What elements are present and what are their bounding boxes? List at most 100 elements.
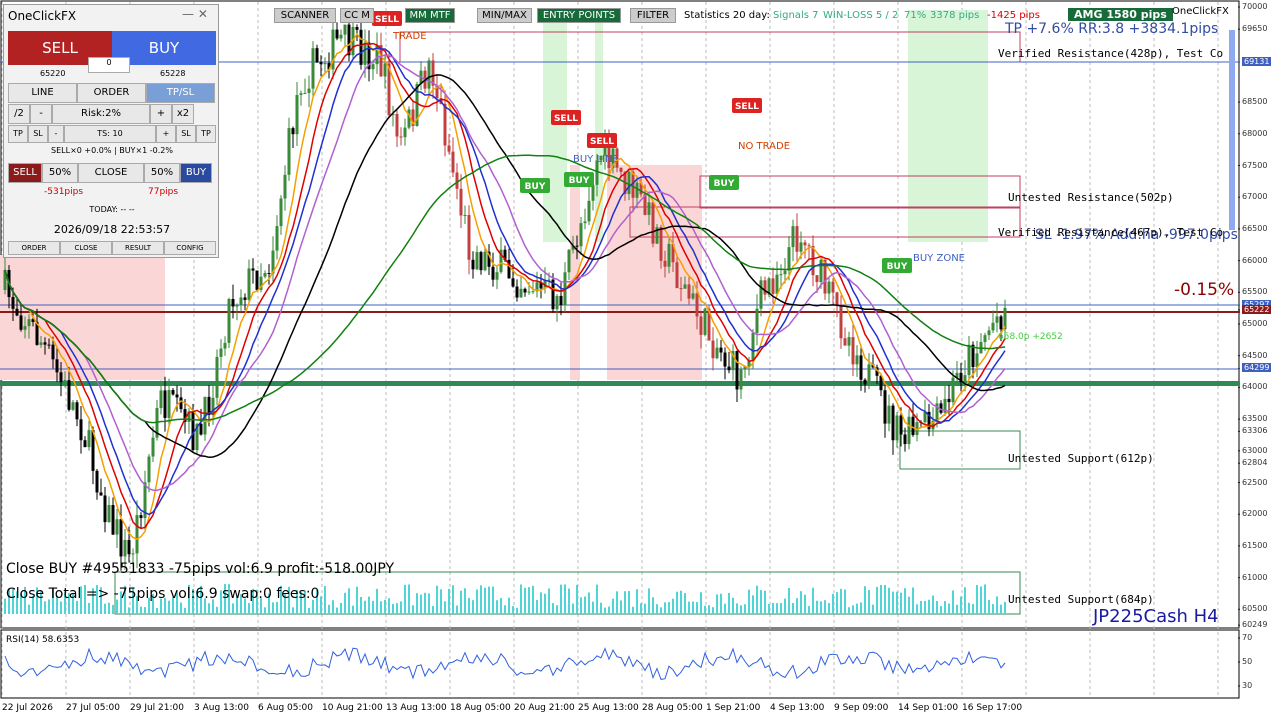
candle	[575, 245, 579, 247]
toolbar-button[interactable]: SCANNER	[274, 8, 336, 23]
support-band	[0, 381, 1240, 386]
buy-button[interactable]: BUY	[112, 31, 216, 65]
candle	[611, 148, 615, 168]
candle	[503, 249, 507, 260]
volume-bar	[748, 589, 750, 614]
candle	[527, 291, 531, 293]
ts-btn[interactable]: TP	[8, 125, 28, 143]
candle	[767, 278, 771, 295]
close-btn[interactable]: 50%	[144, 163, 180, 183]
volume-bar	[376, 588, 378, 614]
candle	[995, 316, 999, 323]
volume-bar	[972, 603, 974, 614]
volume-bar	[968, 602, 970, 614]
volume-bar	[524, 587, 526, 614]
volume-bar	[628, 590, 630, 614]
ts-btn[interactable]: TP	[196, 125, 216, 143]
price-tick-label: 60249	[1242, 620, 1268, 630]
tab[interactable]: LINE	[8, 83, 77, 103]
price-tick-label: 63306	[1242, 426, 1268, 436]
volume-bar	[1004, 601, 1006, 614]
candle	[739, 369, 743, 390]
candle	[895, 415, 899, 441]
toolbar-button[interactable]: CC M	[340, 8, 374, 23]
candle	[731, 351, 735, 371]
volume-bar	[560, 584, 562, 614]
candle	[91, 430, 95, 471]
volume-bar	[188, 584, 190, 614]
tab[interactable]: TP/SL	[146, 83, 215, 103]
candle	[395, 113, 399, 137]
brand: OneClickFX	[1172, 6, 1229, 17]
ts-btn[interactable]: SL	[176, 125, 196, 143]
risk-btn[interactable]: x2	[172, 104, 194, 124]
volume-bar	[948, 603, 950, 614]
bottom-btn[interactable]: ORDER	[8, 241, 60, 255]
volume-bar	[808, 606, 810, 614]
candle	[991, 322, 995, 331]
volume-bar	[352, 605, 354, 614]
bottom-btn[interactable]: RESULT	[112, 241, 164, 255]
volume-bar	[144, 607, 146, 614]
toolbar-button[interactable]: MIN/MAX	[477, 8, 532, 23]
close-btn[interactable]: CLOSE	[78, 163, 144, 183]
volume-bar	[204, 598, 206, 614]
candle	[167, 390, 171, 418]
volume-bar	[364, 600, 366, 614]
toolbar-button[interactable]: FILTER	[630, 8, 676, 23]
close-btn[interactable]: SELL	[8, 163, 42, 183]
volume-bar	[112, 604, 114, 614]
candle	[515, 286, 519, 298]
risk-btn[interactable]: -	[30, 104, 52, 124]
ts-btn[interactable]: -	[48, 125, 64, 143]
toolbar-button[interactable]: ENTRY POINTS	[537, 8, 621, 23]
candle	[243, 297, 247, 300]
candle	[359, 29, 363, 65]
bottom-btn[interactable]: CONFIG	[164, 241, 216, 255]
close-btn[interactable]: BUY	[180, 163, 212, 183]
volume-bar	[340, 602, 342, 614]
candle	[891, 405, 895, 441]
toolbar-button[interactable]: MM MTF	[405, 8, 455, 23]
candle	[967, 344, 971, 376]
lot-input[interactable]: 0	[88, 57, 130, 73]
buy-zone-bg	[543, 10, 567, 242]
risk-btn[interactable]: +	[150, 104, 172, 124]
candle	[843, 338, 847, 346]
volume-bar	[224, 584, 226, 614]
volume-bar	[820, 601, 822, 614]
price-tick-label: 68000	[1242, 128, 1268, 138]
volume-bar	[548, 588, 550, 614]
candle	[539, 282, 543, 289]
volume-bar	[500, 598, 502, 614]
time-label: 14 Sep 01:00	[898, 703, 959, 713]
ts-btn[interactable]: +	[156, 125, 176, 143]
volume-bar	[512, 606, 514, 614]
candle	[543, 279, 547, 289]
volume-bar	[980, 586, 982, 614]
volume-bar	[752, 595, 754, 614]
sell-button[interactable]: SELL	[8, 31, 112, 65]
volume-bar	[572, 603, 574, 614]
bottom-btn[interactable]: CLOSE	[60, 241, 112, 255]
candle	[275, 226, 279, 251]
volume-bar	[368, 596, 370, 614]
candle	[3, 270, 7, 290]
candle	[883, 390, 887, 424]
candle	[211, 397, 215, 415]
tab[interactable]: ORDER	[77, 83, 146, 103]
volume-bar	[636, 589, 638, 614]
ts-btn[interactable]: SL	[28, 125, 48, 143]
volume-bar	[836, 592, 838, 614]
volume-bar	[792, 603, 794, 614]
candle	[171, 390, 175, 395]
candle	[215, 356, 219, 398]
window-controls[interactable]: — ✕	[182, 7, 208, 21]
candle	[595, 160, 599, 185]
candle	[863, 379, 867, 385]
volume-bar	[704, 605, 706, 614]
volume-bar	[216, 606, 218, 614]
risk-btn[interactable]: /2	[8, 104, 30, 124]
close-btn[interactable]: 50%	[42, 163, 78, 183]
volume-bar	[248, 603, 250, 614]
